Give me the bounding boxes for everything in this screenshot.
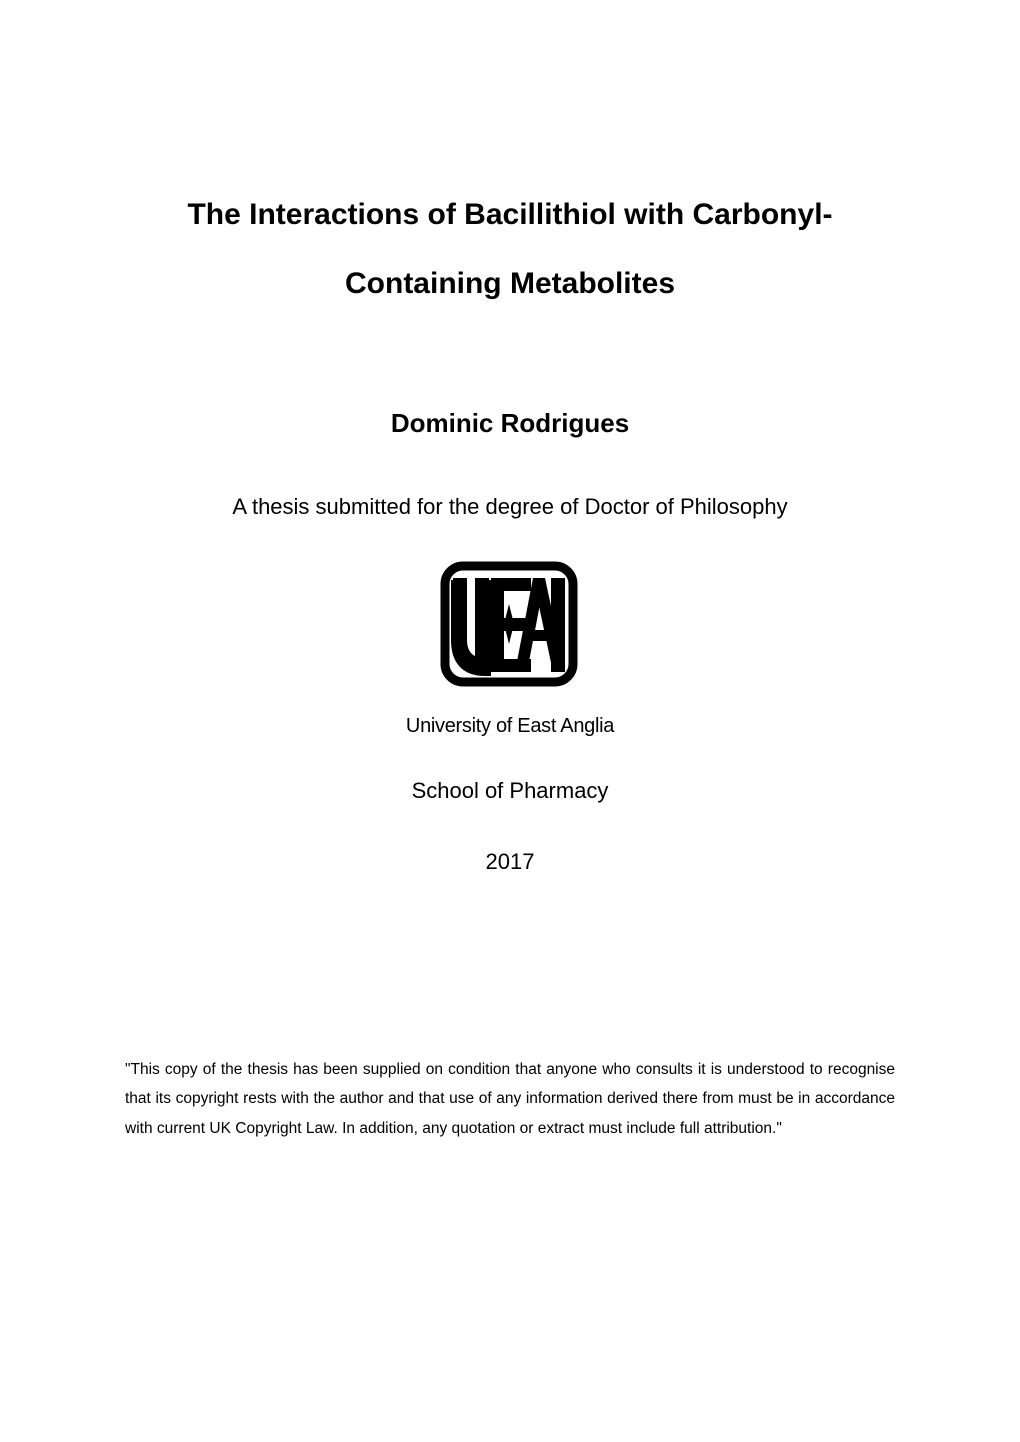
thesis-year: 2017 (120, 849, 900, 875)
institution-logo (120, 560, 900, 705)
submission-line: A thesis submitted for the degree of Doc… (120, 494, 900, 520)
author-name: Dominic Rodrigues (120, 408, 900, 439)
uea-logo-icon (395, 560, 625, 700)
thesis-title: The Interactions of Bacillithiol with Ca… (120, 180, 900, 318)
copyright-disclaimer: "This copy of the thesis has been suppli… (120, 1055, 900, 1143)
school-name: School of Pharmacy (120, 778, 900, 804)
institution-caption: University of East Anglia (120, 715, 900, 738)
